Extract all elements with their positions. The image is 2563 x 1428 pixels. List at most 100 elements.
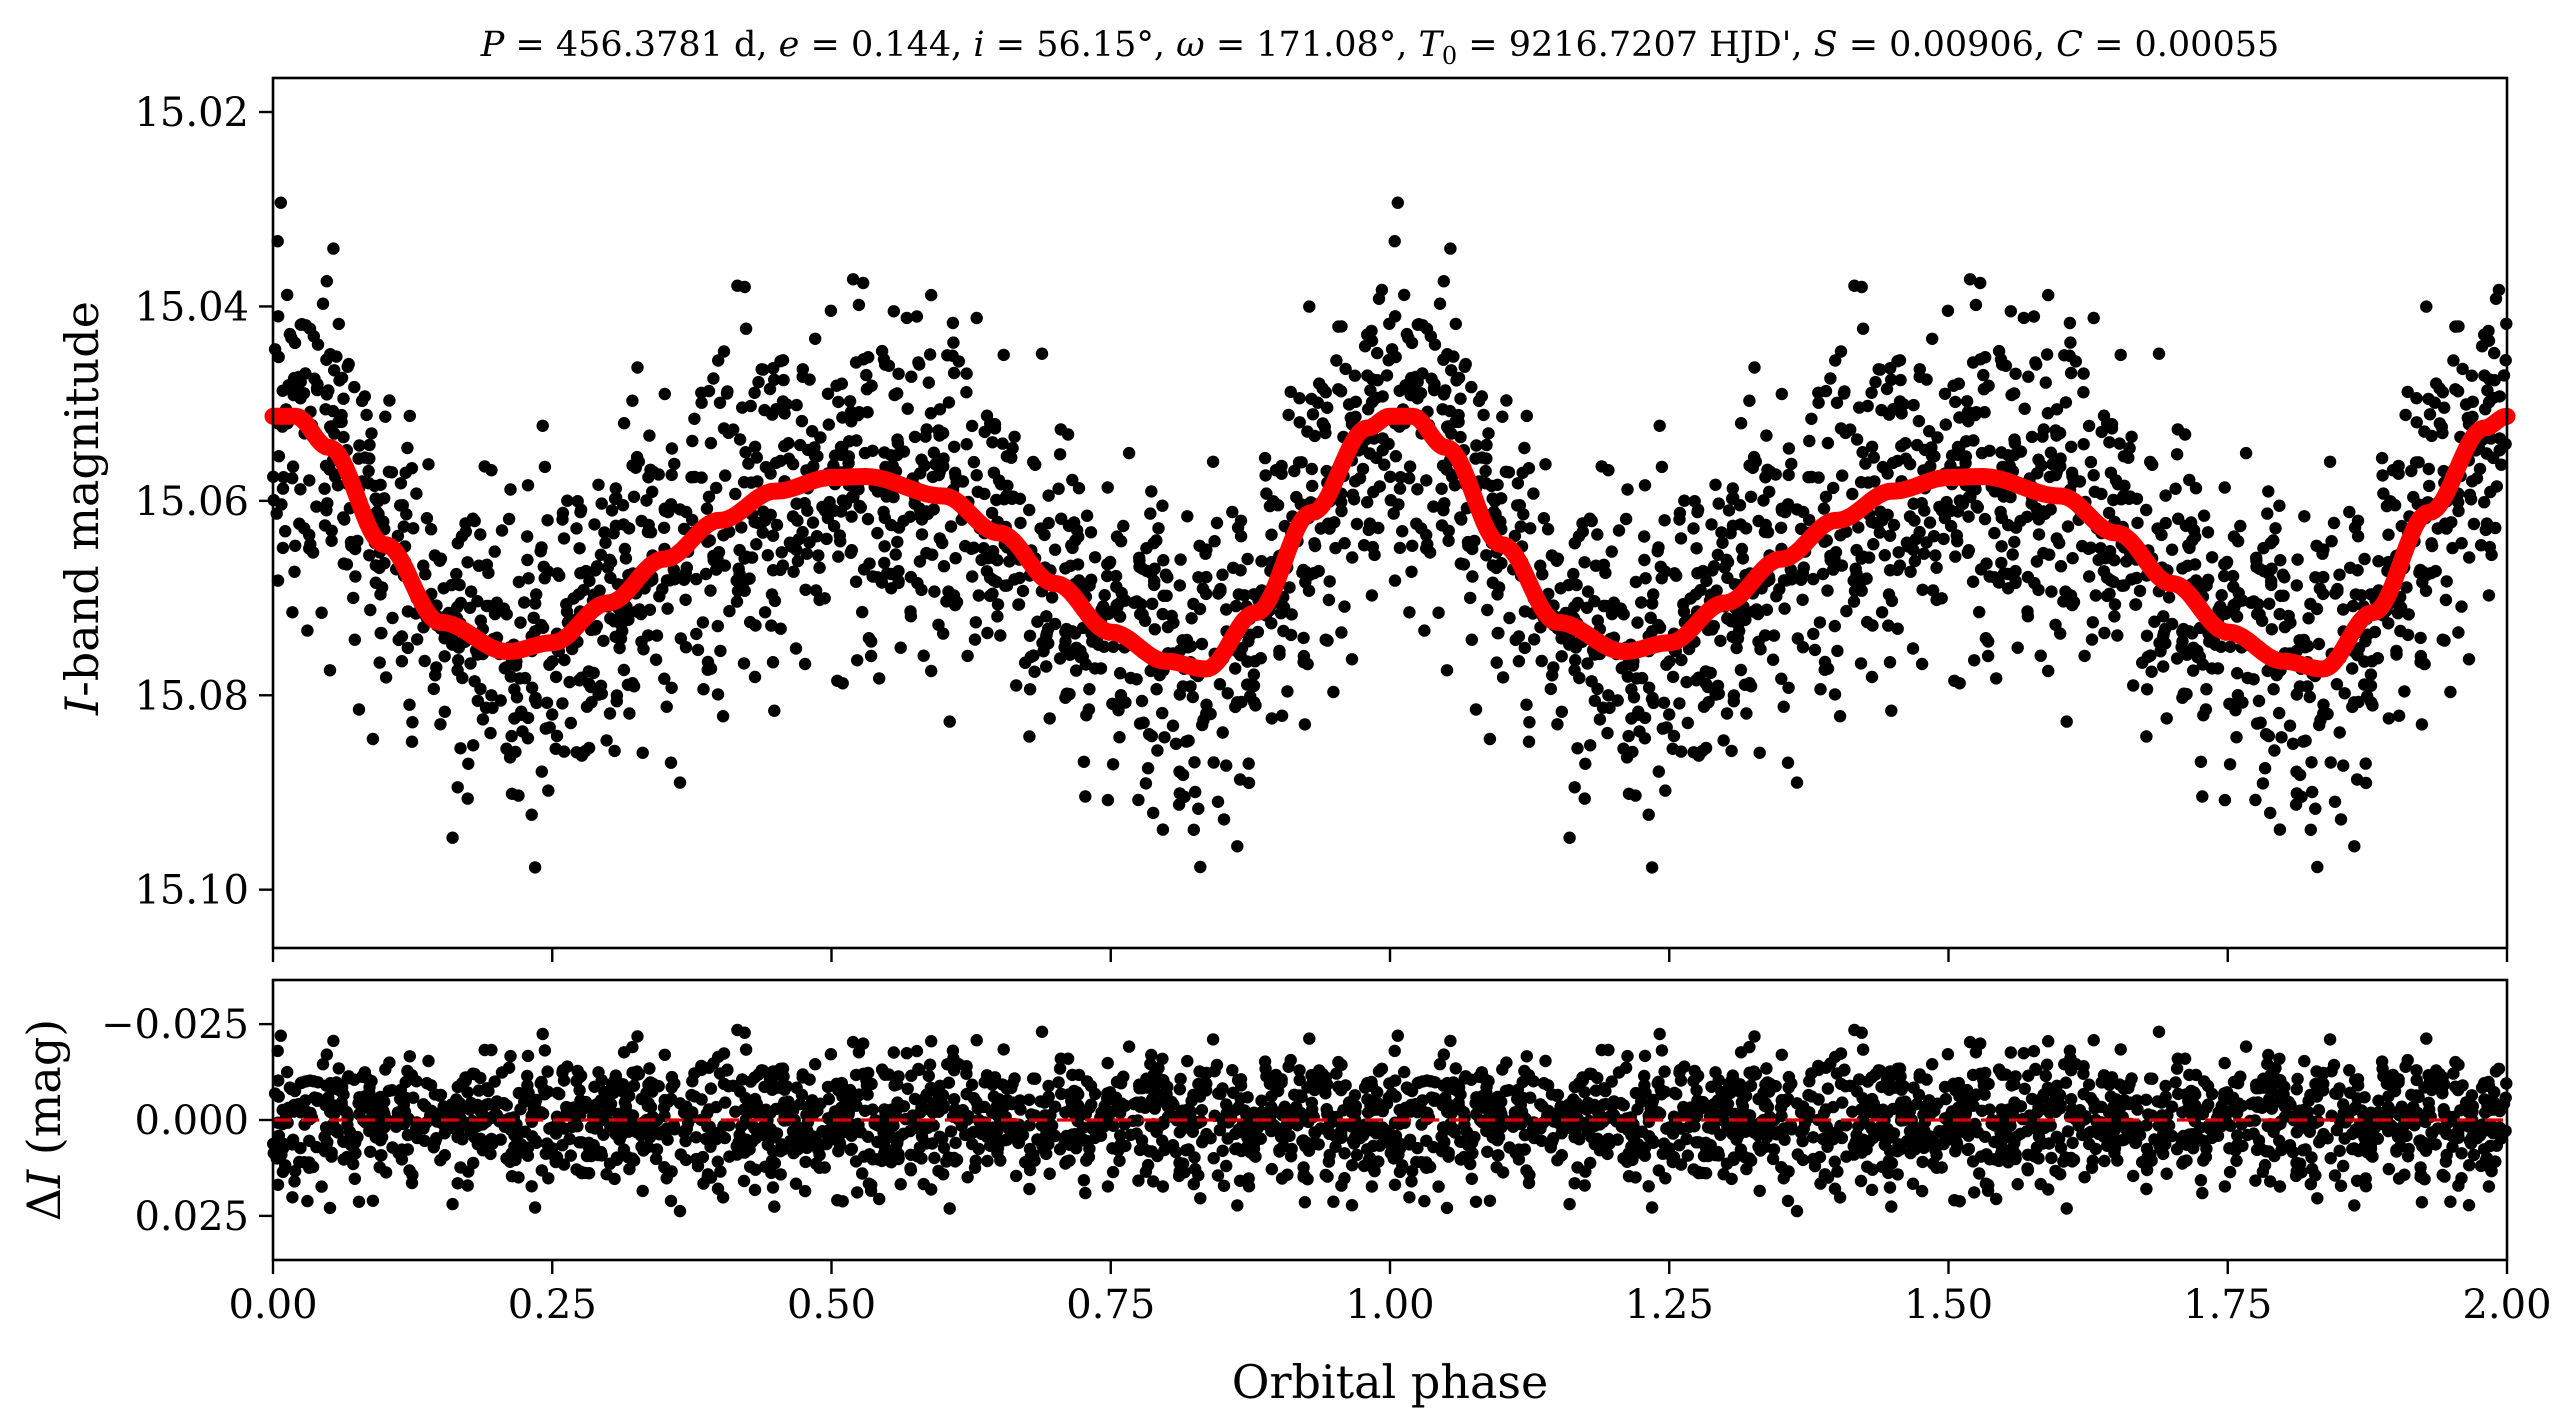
observation-point xyxy=(723,525,736,538)
residual-point xyxy=(1482,1074,1495,1088)
observation-point xyxy=(1866,619,1879,632)
observation-point xyxy=(1605,545,1618,558)
observation-point xyxy=(1014,516,1027,530)
observation-point xyxy=(1140,542,1153,555)
observation-point xyxy=(1283,581,1296,594)
observation-point xyxy=(658,387,671,401)
observation-point xyxy=(998,493,1011,506)
observation-point xyxy=(1926,332,1939,345)
observation-point xyxy=(2306,785,2319,799)
residual-point xyxy=(1653,1027,1666,1041)
observation-point xyxy=(1356,462,1370,476)
residual-point xyxy=(271,1044,284,1058)
observation-point xyxy=(318,482,331,495)
observation-point xyxy=(512,789,525,802)
observation-point xyxy=(1314,522,1328,535)
observation-point xyxy=(574,505,587,519)
observation-point xyxy=(2489,292,2503,305)
observation-point xyxy=(1735,542,1749,556)
observation-point xyxy=(288,565,301,578)
observation-point xyxy=(2463,488,2477,501)
observation-point xyxy=(1652,765,1666,778)
observation-point xyxy=(588,518,601,531)
residual-point xyxy=(2030,1141,2044,1154)
observation-point xyxy=(1716,536,1729,549)
observation-point xyxy=(2009,564,2022,578)
observation-point xyxy=(2384,495,2397,508)
observation-point xyxy=(1067,516,1081,529)
observation-point xyxy=(1148,578,1161,592)
observation-point xyxy=(534,545,547,558)
observation-point xyxy=(720,387,734,400)
observation-point xyxy=(2358,552,2371,566)
observation-point xyxy=(488,545,501,558)
observation-point xyxy=(1137,716,1150,729)
residual-point xyxy=(536,1027,549,1041)
observation-point xyxy=(2250,560,2263,574)
observation-point xyxy=(1403,460,1417,473)
observation-point xyxy=(1187,823,1201,836)
observation-point xyxy=(2184,516,2198,529)
top-y-axis-label: I-band magnitude xyxy=(55,301,109,716)
residual-point xyxy=(1821,1140,1834,1153)
observation-point xyxy=(1917,547,1931,560)
observation-point xyxy=(1465,633,1479,646)
observation-point xyxy=(1938,387,1952,400)
observation-point xyxy=(451,781,464,794)
observation-point xyxy=(915,528,929,541)
observation-point xyxy=(2044,446,2058,459)
bottom-panel: 0.00 0.25 0.50 0.75 1.00 1.25 1.50 1.75 2.00−0.0… xyxy=(17,978,2552,1409)
observation-point xyxy=(1185,612,1198,625)
observation-point xyxy=(1499,465,1513,478)
observation-point xyxy=(1824,372,1837,385)
residual-point xyxy=(1831,1165,1844,1178)
observation-point xyxy=(1176,768,1190,782)
observation-point xyxy=(1819,490,1833,503)
observation-point xyxy=(1631,616,1644,629)
observation-point xyxy=(665,442,679,455)
observation-point xyxy=(495,524,509,537)
observation-point xyxy=(2230,731,2243,744)
observation-point xyxy=(2436,426,2449,440)
observation-point xyxy=(2200,683,2213,696)
observation-point xyxy=(464,657,477,670)
residual-point xyxy=(658,1048,671,1062)
observation-point xyxy=(1151,744,1164,757)
observation-point xyxy=(474,682,487,696)
observation-point xyxy=(1234,564,1247,577)
observation-point xyxy=(1367,485,1380,499)
residual-point xyxy=(1396,1159,1409,1172)
observation-point xyxy=(1335,504,1348,518)
residual-point xyxy=(1388,1044,1401,1058)
observation-point xyxy=(1402,331,1415,345)
observation-point xyxy=(622,522,636,535)
observation-point xyxy=(2098,552,2112,565)
observation-point xyxy=(1053,448,1067,461)
observation-point xyxy=(627,490,641,503)
observation-point xyxy=(1692,671,1705,684)
residual-point xyxy=(1258,1055,1272,1068)
observation-point xyxy=(707,372,720,385)
observation-point xyxy=(991,598,1005,611)
observation-point xyxy=(758,403,771,417)
observation-point xyxy=(750,538,763,551)
residual-point xyxy=(1492,1149,1505,1162)
observation-point xyxy=(2205,551,2219,564)
observation-point xyxy=(429,669,442,682)
observation-point xyxy=(1865,670,1879,684)
observation-point xyxy=(1710,584,1723,597)
residual-point xyxy=(316,1058,330,1071)
observation-point xyxy=(853,499,866,513)
residual-point xyxy=(2398,1168,2411,1181)
observation-point xyxy=(2083,570,2096,583)
observation-point xyxy=(427,682,440,696)
observation-point xyxy=(1244,690,1257,703)
observation-point xyxy=(1818,655,1832,669)
residual-point xyxy=(2066,1136,2079,1150)
observation-point xyxy=(1040,610,1053,623)
observation-point xyxy=(1983,444,1996,457)
observation-point xyxy=(609,482,622,495)
observation-point xyxy=(2054,560,2068,573)
residual-point xyxy=(1398,1065,1411,1079)
residual-point xyxy=(1892,1138,1905,1151)
